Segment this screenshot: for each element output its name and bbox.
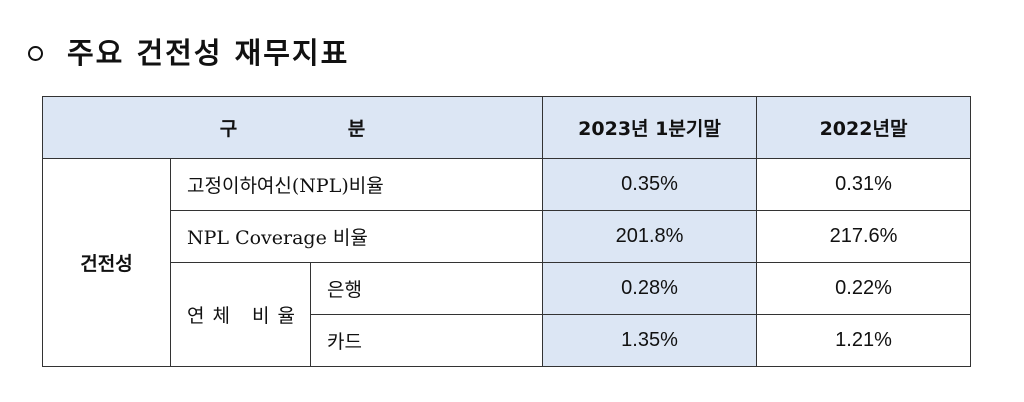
header-2022: 2022년말 bbox=[819, 118, 908, 140]
header-2023q1-cell: 2023년 1분기말 bbox=[542, 96, 757, 159]
table-row: NPL Coverage 비율 201.8% 217.6% bbox=[43, 210, 971, 263]
item-npl-ratio: 고정이하여신(NPL)비율 bbox=[187, 175, 384, 197]
value-2023q1-cell: 0.35% bbox=[542, 158, 757, 211]
value-2023q1: 201.8% bbox=[615, 225, 684, 247]
value-2022-cell: 0.22% bbox=[756, 262, 971, 315]
header-row: 구 분 2023년 1분기말 2022년말 bbox=[42, 96, 971, 159]
item-cell: 고정이하여신(NPL)비율 bbox=[170, 158, 543, 211]
value-2022-cell: 1.21% bbox=[756, 314, 971, 367]
sub-item-cell: 카드 bbox=[310, 314, 543, 367]
value-2023q1: 1.35% bbox=[621, 329, 678, 351]
value-2022-cell: 217.6% bbox=[756, 210, 971, 263]
section-heading: 주요 건전성 재무지표 bbox=[28, 30, 349, 72]
item-npl-coverage: NPL Coverage 비율 bbox=[187, 227, 368, 249]
sub-item-bank: 은행 bbox=[327, 279, 362, 301]
header-2023q1: 2023년 1분기말 bbox=[578, 118, 721, 140]
value-2022: 0.31% bbox=[835, 173, 892, 195]
section-title: 주요 건전성 재무지표 bbox=[67, 36, 350, 70]
item-cell: NPL Coverage 비율 bbox=[170, 210, 543, 263]
item-cell: 연체 비율 bbox=[170, 262, 311, 367]
financial-indicators-table: 구 분 2023년 1분기말 2022년말 건전성 고정이하여신(NPL)비율 … bbox=[42, 96, 971, 367]
item-delinquency-ratio: 연체 비율 bbox=[187, 305, 303, 327]
value-2022: 0.22% bbox=[835, 277, 892, 299]
sub-item-cell: 은행 bbox=[310, 262, 543, 315]
group-label: 건전성 bbox=[80, 253, 133, 275]
value-2023q1-cell: 0.28% bbox=[542, 262, 757, 315]
value-2023q1: 0.35% bbox=[621, 173, 678, 195]
value-2023q1: 0.28% bbox=[621, 277, 678, 299]
value-2023q1-cell: 201.8% bbox=[542, 210, 757, 263]
value-2022: 217.6% bbox=[829, 225, 898, 247]
value-2022: 1.21% bbox=[835, 329, 892, 351]
table-row: 연체 비율 은행 0.28% 0.22% bbox=[43, 262, 971, 367]
header-category-cell: 구 분 bbox=[42, 96, 543, 159]
value-2023q1-cell: 1.35% bbox=[542, 314, 757, 367]
circle-bullet-icon bbox=[28, 45, 43, 61]
value-2022-cell: 0.31% bbox=[756, 158, 971, 211]
group-label-cell: 건전성 bbox=[42, 158, 171, 367]
table-row: 건전성 고정이하여신(NPL)비율 0.35% 0.31% bbox=[42, 158, 971, 367]
sub-item-card: 카드 bbox=[327, 331, 362, 353]
header-category: 구 분 bbox=[219, 118, 418, 140]
header-2022-cell: 2022년말 bbox=[756, 96, 971, 159]
table-row: 카드 1.35% 1.21% bbox=[43, 314, 971, 367]
